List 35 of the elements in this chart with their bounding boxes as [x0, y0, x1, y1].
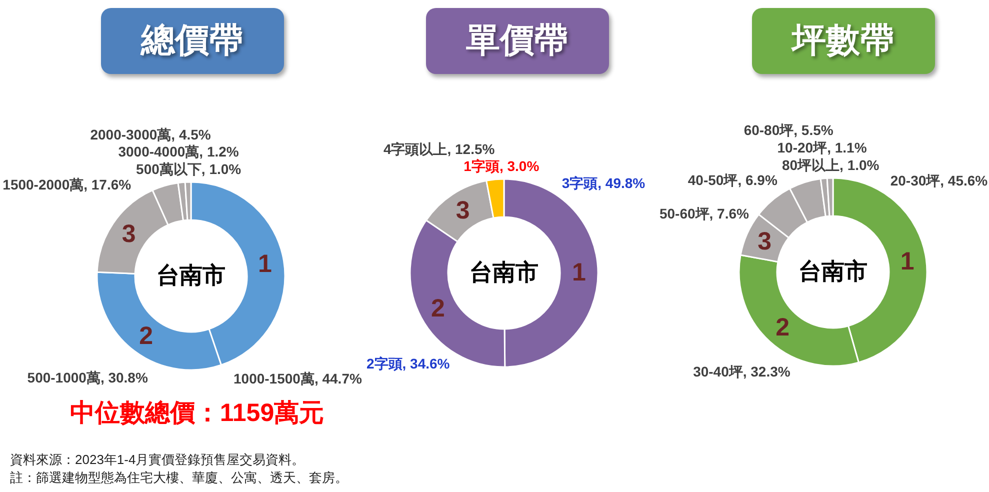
text: 3	[122, 220, 136, 248]
slice-label: 20-30坪, 45.6%	[890, 172, 988, 189]
text: 1	[258, 250, 272, 278]
slice-label: 3字頭, 49.8%	[562, 175, 646, 192]
slice-label: 50-60坪, 7.6%	[659, 205, 750, 222]
slice-label: 1000-1500萬, 44.7%	[234, 370, 362, 386]
slice-label: 10-20坪, 1.1%	[777, 140, 868, 156]
slice-label: 1500-2000萬, 17.6%	[2, 176, 132, 193]
slice-label: 500萬以下, 1.0%	[136, 160, 242, 177]
chart-title: 總價帶	[141, 21, 243, 60]
slice-label: 3000-4000萬, 1.2%	[118, 144, 240, 160]
text: 台南市	[156, 262, 226, 288]
slice-label: 2字頭, 34.6%	[366, 356, 450, 372]
slice-label: 40-50坪, 6.9%	[688, 172, 778, 188]
source-note: 資料來源：2023年1-4月實價登錄預售屋交易資料。	[10, 452, 305, 468]
slice-label: 80坪以上, 1.0%	[782, 156, 880, 173]
text: 2	[776, 313, 790, 342]
text: 2	[139, 322, 154, 350]
chart-title: 單價帶	[466, 21, 568, 60]
text: 1	[900, 248, 914, 276]
chart-title: 坪數帶	[792, 21, 894, 60]
slice-label: 2000-3000萬, 4.5%	[90, 126, 212, 142]
slice-label: 60-80坪, 5.5%	[744, 122, 834, 138]
text: 3	[456, 196, 470, 224]
text: 3	[758, 227, 772, 256]
text: 1	[572, 258, 586, 287]
slice-label: 30-40坪, 32.3%	[693, 363, 791, 380]
text: 中位數總價：1159萬元	[70, 399, 324, 428]
slice-label: 1字頭, 3.0%	[464, 158, 540, 174]
text: 台南市	[798, 258, 868, 284]
text: 註：篩選建物型態為住宅大樓、華廈、公寓、透天、套房。	[10, 470, 348, 486]
text: 2	[430, 294, 445, 322]
text: 台南市	[470, 259, 538, 285]
slice-label: 4字頭以上, 12.5%	[383, 141, 496, 158]
slice-label: 500-1000萬, 30.8%	[27, 369, 148, 386]
